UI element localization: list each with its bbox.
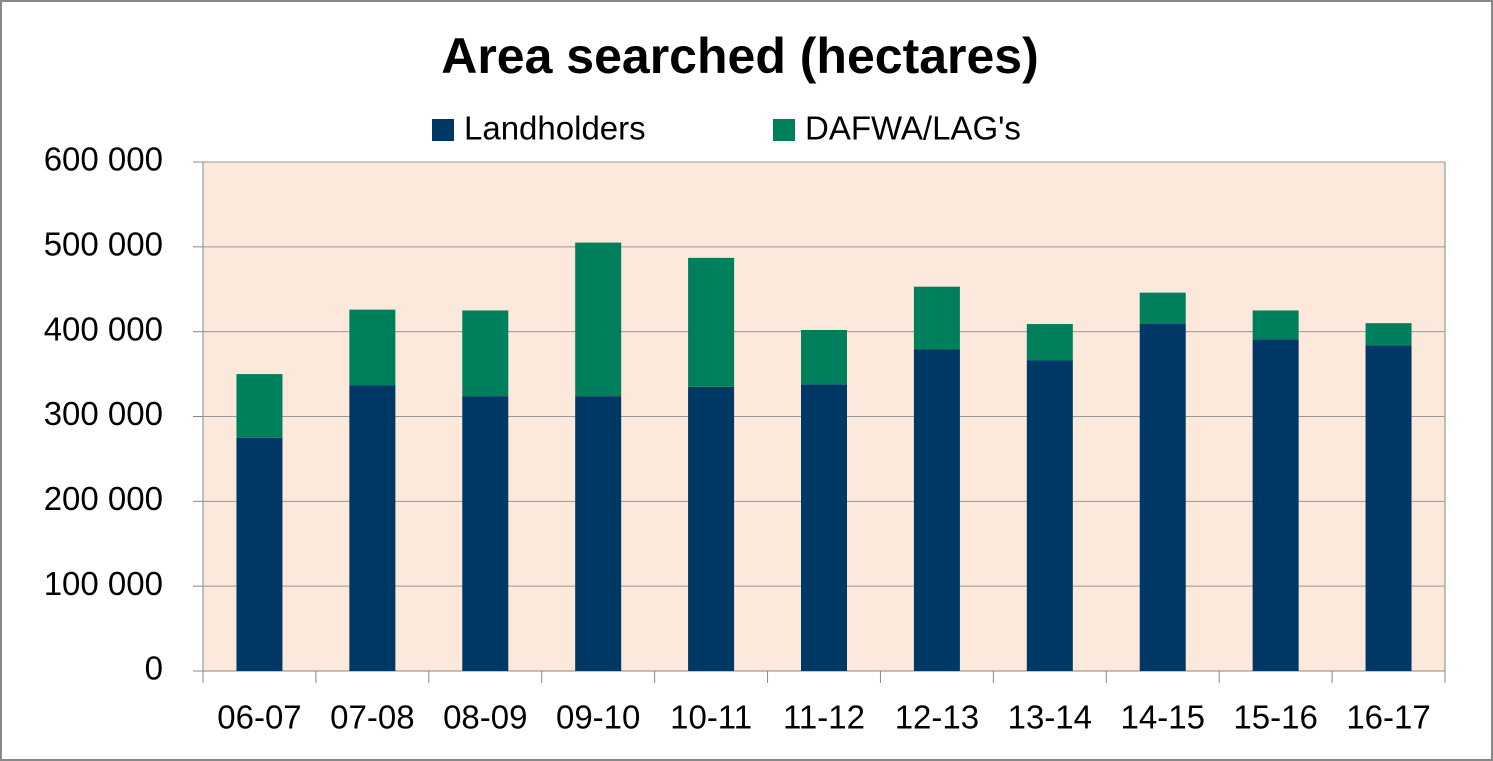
x-tick-label: 10-11 [670, 699, 752, 736]
x-tick-label: 09-10 [556, 699, 640, 736]
legend-label: DAFWA/LAG's [805, 110, 1021, 147]
bar-segment [236, 374, 283, 438]
x-tick-label: 08-09 [443, 699, 527, 736]
x-tick-label: 12-13 [895, 699, 979, 736]
bar-segment [1252, 310, 1299, 340]
bar-segment [1139, 324, 1186, 671]
bar-segment [1026, 360, 1073, 671]
bar-segment [349, 309, 396, 386]
y-tick-label: 200 000 [44, 480, 163, 517]
legend-swatch [432, 119, 454, 141]
x-tick-label: 14-15 [1121, 699, 1205, 736]
x-tick-label: 13-14 [1008, 699, 1092, 736]
chart-title: Area searched (hectares) [441, 28, 1039, 84]
bar-segment [688, 257, 735, 387]
x-tick-label: 16-17 [1346, 699, 1430, 736]
bar-segment [801, 329, 847, 385]
bar-segment [575, 396, 622, 671]
bar-segment [913, 349, 960, 671]
bar-segment [801, 384, 847, 671]
y-tick-label: 300 000 [44, 395, 163, 432]
y-tick-label: 500 000 [44, 226, 163, 263]
bar-segment [913, 286, 960, 350]
bar-segment [1139, 292, 1186, 325]
bar-segment [1365, 323, 1412, 346]
bar-segment [1026, 324, 1073, 361]
bar-segment [688, 386, 735, 671]
legend-label: Landholders [464, 110, 646, 147]
bar-segment [575, 242, 622, 397]
bar-segment [1252, 339, 1299, 671]
bar-segment [1365, 345, 1412, 671]
y-tick-label: 0 [145, 650, 163, 687]
bar-segment [462, 310, 509, 397]
y-tick-label: 400 000 [44, 310, 163, 347]
bar-segment [462, 396, 509, 671]
bar-segment [349, 385, 396, 671]
x-tick-label: 11-12 [783, 699, 865, 736]
x-tick-label: 07-08 [330, 699, 414, 736]
bar-segment [236, 437, 283, 671]
x-tick-label: 15-16 [1233, 699, 1317, 736]
x-tick-label: 06-07 [217, 699, 301, 736]
y-tick-label: 600 000 [44, 141, 163, 178]
legend-swatch [773, 119, 795, 141]
y-tick-label: 100 000 [44, 565, 163, 602]
